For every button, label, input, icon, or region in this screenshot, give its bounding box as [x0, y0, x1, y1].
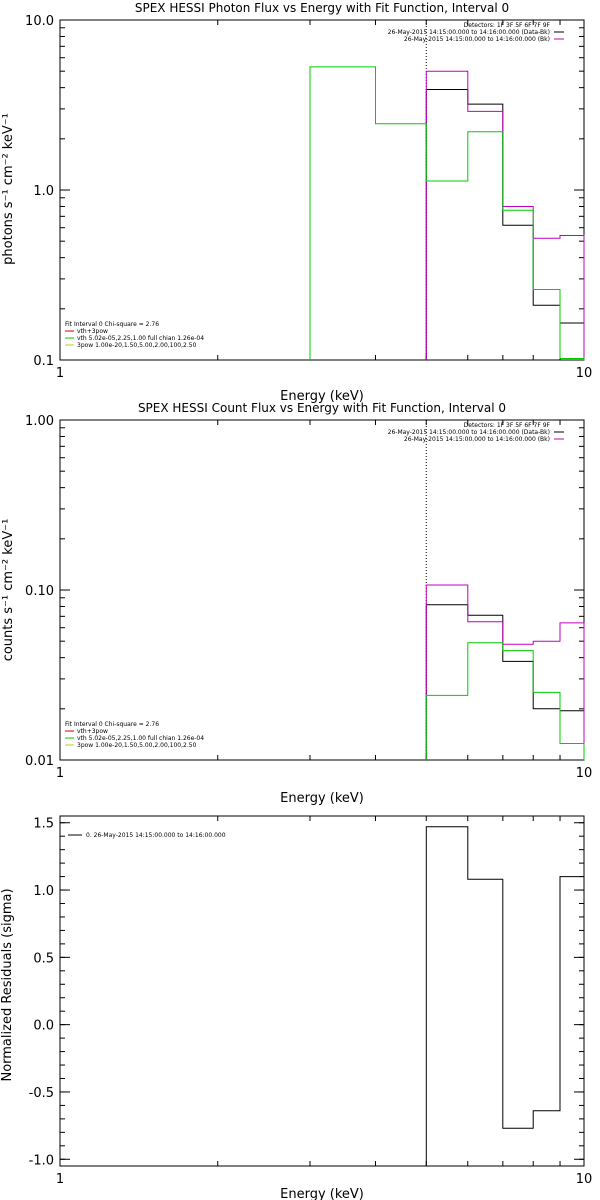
x-tick-label: 10 — [576, 366, 593, 381]
count-flux-xlabel: Energy (keV) — [280, 791, 364, 806]
photon-flux-plot-area: 1 10 0.1 1.0 10.0 Detectors: 1F 3F 5F 6F 7F 9… — [25, 14, 592, 381]
photon-flux-title: SPEX HESSI Photon Flux vs Energy with Fi… — [135, 1, 509, 15]
x-tick-label: 1 — [56, 366, 64, 381]
residuals-plot-area: 1 10 -1.0 -0.5 0.0 0.5 1.0 1.5 0. 26-May-2015 14… — [29, 815, 593, 1187]
info-line-text: 26-May-2015 14:15:00.000 to 14:16:00.000… — [404, 436, 550, 443]
info-line-text: 26-May-2015 14:15:00.000 to 14:16:00.000… — [388, 29, 550, 36]
y-tick-label: 1.0 — [33, 884, 54, 899]
y-tick-label: 1.5 — [33, 817, 54, 832]
x-tick-label: 1 — [56, 1172, 64, 1187]
fit-legend-text: vth 5.02e-05,2.25,1.00 full chian 1.26e-… — [77, 735, 204, 742]
series-step-line — [425, 826, 585, 1166]
y-tick-label: 0.0 — [33, 1019, 54, 1034]
plot-frame — [59, 815, 585, 1167]
fit-legend-text: vth+3pow — [77, 728, 108, 735]
fit-legend-text: Fit Interval 0 Chi-square = 2.76 — [65, 721, 159, 728]
plot-frame — [59, 19, 585, 361]
y-tick-label: 0.1 — [33, 354, 54, 369]
count-flux-ylabel: counts s⁻¹ cm⁻² keV⁻¹ — [1, 519, 16, 662]
series-step-line — [425, 604, 585, 760]
photon-flux-ylabel: photons s⁻¹ cm⁻² keV⁻¹ — [1, 113, 16, 265]
x-tick-label: 10 — [576, 766, 593, 781]
y-tick-label: 1.0 — [33, 184, 54, 199]
y-tick-label: -1.0 — [29, 1153, 54, 1168]
series-step-line — [309, 66, 585, 360]
plot-frame — [59, 419, 585, 761]
residuals-xlabel: Energy (keV) — [280, 1187, 364, 1200]
count-flux-plot-area: 1 10 0.01 0.10 1.00 Detectors: 1F 3F 5F 6F 7F… — [25, 414, 592, 781]
y-tick-label: 0.01 — [25, 754, 54, 769]
info-line-text: Detectors: 1F 3F 5F 6F 7F 9F — [464, 22, 551, 29]
x-tick-label: 10 — [576, 1172, 593, 1187]
y-tick-label: -0.5 — [29, 1086, 54, 1101]
count-flux-title: SPEX HESSI Count Flux vs Energy with Fit… — [138, 401, 506, 415]
y-tick-label: 0.10 — [25, 584, 54, 599]
x-tick-label: 1 — [56, 766, 64, 781]
series-step-line — [425, 642, 585, 760]
photon-flux-xlabel: Energy (keV) — [280, 389, 364, 404]
series-step-line — [425, 70, 585, 360]
series-step-line — [425, 584, 585, 760]
fit-legend-text: vth 5.02e-05,2.25,1.00 full chian 1.26e-… — [77, 335, 204, 342]
info-line-text: Detectors: 1F 3F 5F 6F 7F 9F — [464, 422, 551, 429]
y-tick-label: 1.00 — [25, 414, 54, 429]
fit-legend-text: vth+3pow — [77, 328, 108, 335]
fit-legend-text: 3pow 1.00e-20,1.50,5.00,2.00,100,2.50 — [77, 742, 197, 749]
y-tick-label: 0.5 — [33, 951, 54, 966]
info-line-text: 26-May-2015 14:15:00.000 to 14:16:00.000… — [388, 429, 550, 436]
residuals-panel: Energy (keV) Normalized Residuals (sigma… — [0, 815, 593, 1200]
legend-text: 0. 26-May-2015 14:15:00.000 to 14:16:00.… — [86, 832, 226, 839]
fit-legend-text: 3pow 1.00e-20,1.50,5.00,2.00,100,2.50 — [77, 342, 197, 349]
series-step-line — [425, 89, 585, 360]
count-flux-panel: SPEX HESSI Count Flux vs Energy with Fit… — [1, 401, 592, 806]
y-tick-label: 10.0 — [25, 14, 54, 29]
photon-flux-panel: SPEX HESSI Photon Flux vs Energy with Fi… — [1, 1, 592, 404]
residuals-ylabel: Normalized Residuals (sigma) — [0, 888, 15, 1081]
info-line-text: 26-May-2015 14:15:00.000 to 14:16:00.000… — [404, 36, 550, 43]
fit-legend-text: Fit Interval 0 Chi-square = 2.76 — [65, 321, 159, 328]
